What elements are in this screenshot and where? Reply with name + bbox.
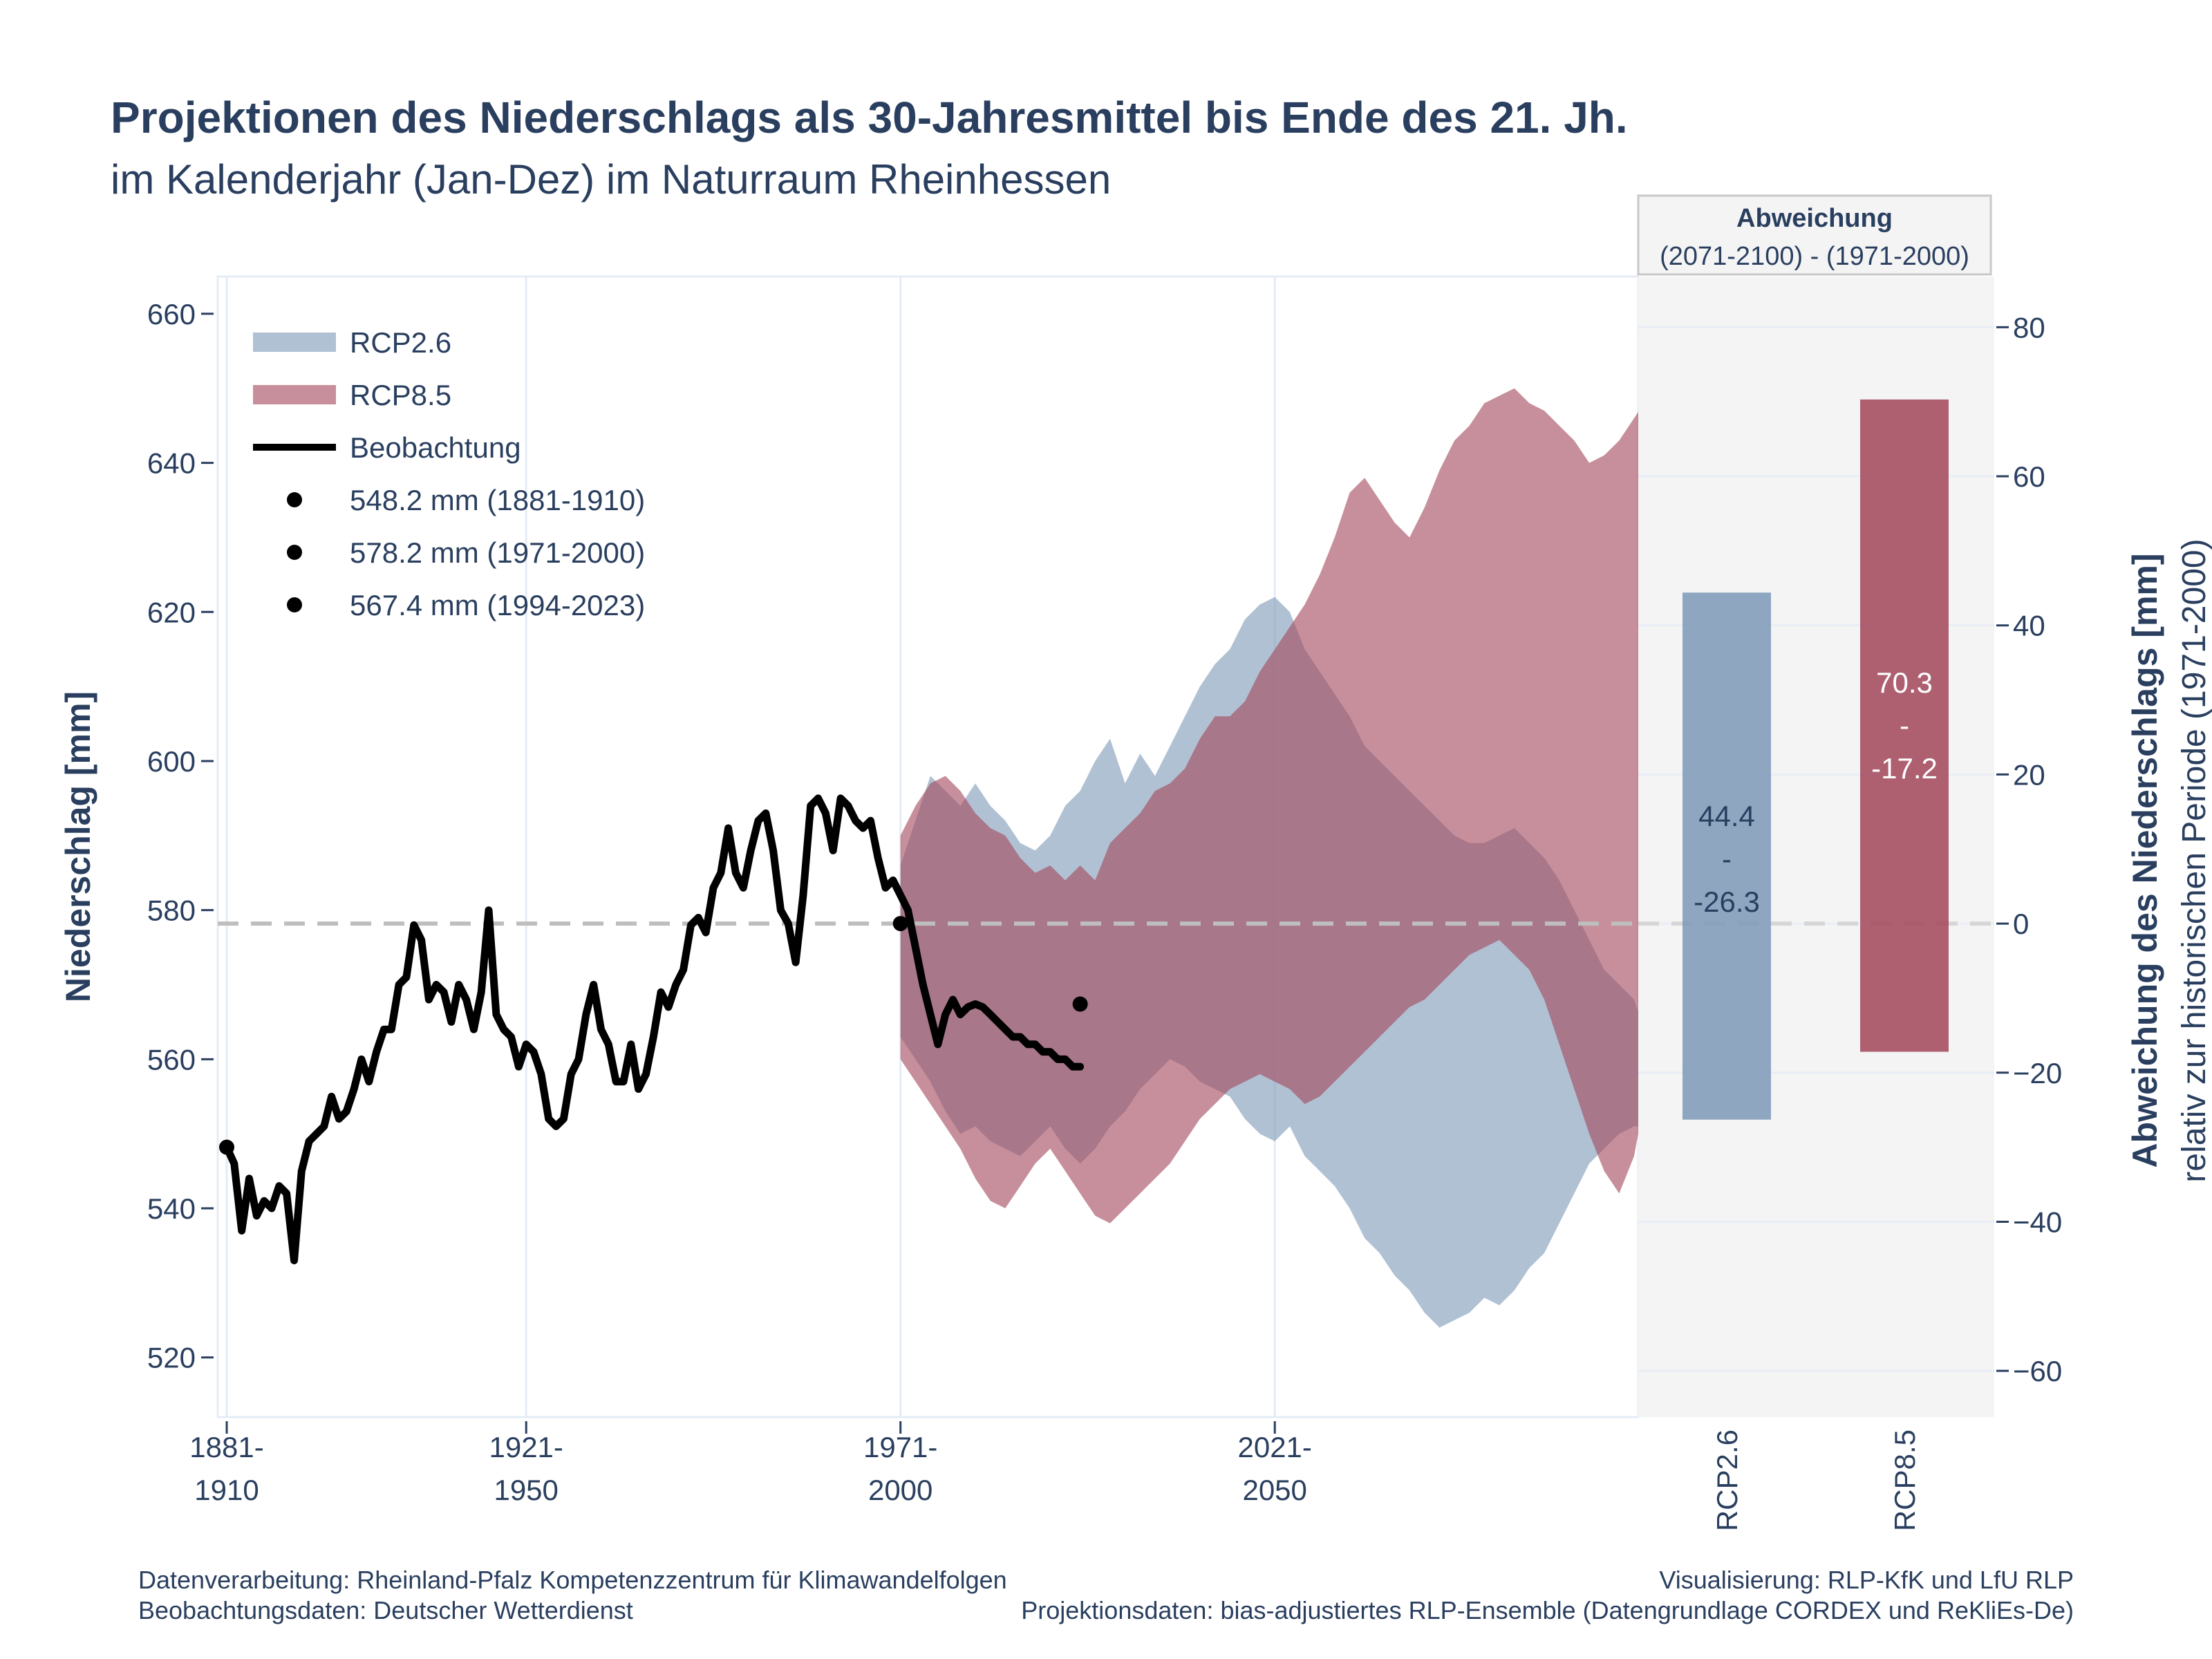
x-tick-label: 1910 (194, 1474, 259, 1506)
y-tick-label-right: −20 (2013, 1057, 2062, 1089)
footer-left-line2: Beobachtungsdaten: Deutscher Wetterdiens… (138, 1596, 633, 1624)
observation-marker (219, 1139, 234, 1155)
y-tick-label: 560 (147, 1043, 196, 1076)
y-tick-label: 540 (147, 1192, 196, 1225)
deviation-bar-rcp85 (1860, 399, 1949, 1052)
observation-marker (892, 916, 908, 932)
bar-category-label: RCP2.6 (1711, 1430, 1743, 1531)
y-axis-title-right: Abweichung des Niederschlags [mm] (2126, 553, 2164, 1168)
deviation-bars: 44.4 - -26.3 70.3 - -17.2 (1683, 399, 1949, 1120)
legend-label: RCP8.5 (350, 379, 451, 411)
legend-label: 567.4 mm (1994-2023) (350, 589, 645, 621)
deviation-panel-subtitle: (2071-2100) - (1971-2000) (1660, 242, 1969, 271)
legend-swatch-rcp85 (253, 385, 336, 404)
y-tick-label-right: 20 (2013, 758, 2045, 791)
y-tick-label-right: −40 (2013, 1206, 2062, 1238)
y-axis-left: 520 540 560 580 600 620 640 660 (147, 298, 214, 1374)
y-tick-label: 640 (147, 447, 196, 480)
y-tick-label-right: 0 (2013, 908, 2029, 940)
band-rcp85 (900, 388, 1649, 1224)
chart-subtitle: im Kalenderjahr (Jan-Dez) im Naturraum R… (111, 156, 1111, 203)
legend-label: 548.2 mm (1881-1910) (350, 484, 645, 516)
y-tick-label-right: 60 (2013, 460, 2045, 493)
x-tick-label: 2000 (868, 1474, 932, 1506)
x-tick-label: 1950 (494, 1474, 558, 1506)
projection-bands (900, 388, 1649, 1328)
legend-marker (287, 492, 302, 507)
legend-marker (287, 545, 302, 560)
observation-marker (1072, 996, 1088, 1012)
legend-marker (287, 597, 302, 612)
legend-label: Beobachtung (350, 431, 521, 464)
y-axis-subtitle-right: relativ zur historischen Periode (1971-2… (2176, 538, 2212, 1182)
x-tick-label: 2050 (1242, 1474, 1306, 1506)
deviation-bar-label: - (1722, 843, 1732, 875)
footer-right-line1: Visualisierung: RLP-KfK und LfU RLP (1659, 1566, 2074, 1594)
observation-line (223, 794, 1085, 1264)
y-tick-label-right: −60 (2013, 1355, 2062, 1387)
deviation-panel-header (1637, 194, 1992, 276)
x-tick-label: 1971- (863, 1431, 937, 1463)
y-tick-label: 520 (147, 1342, 196, 1374)
deviation-bar-label: 70.3 (1876, 666, 1933, 699)
deviation-bar-label: -26.3 (1694, 885, 1760, 918)
footer-right-line2: Projektionsdaten: bias-adjustiertes RLP-… (1021, 1596, 2074, 1624)
x-axis: 1881- 1910 1921- 1950 1971- 2000 2021- 2050 (189, 1421, 1312, 1506)
y-axis-title-left: Niederschlag [mm] (59, 691, 97, 1002)
x-tick-label: 1881- (189, 1431, 263, 1463)
legend: RCP2.6 RCP8.5 Beobachtung 548.2 mm (1881-19… (253, 326, 645, 621)
legend-swatch-rcp26 (253, 332, 336, 352)
bar-category-label: RCP8.5 (1888, 1430, 1921, 1531)
y-tick-label: 620 (147, 596, 196, 628)
footer-left-line1: Datenverarbeitung: Rheinland-Pfalz Kompe… (138, 1566, 1007, 1594)
legend-label: 578.2 mm (1971-2000) (350, 536, 645, 569)
x-tick-label: 1921- (489, 1431, 563, 1463)
deviation-bar-label: - (1900, 709, 1909, 742)
deviation-panel-title: Abweichung (1736, 204, 1893, 233)
y-tick-label: 580 (147, 894, 196, 927)
deviation-bar-label: 44.4 (1698, 800, 1755, 832)
y-tick-label-right: 40 (2013, 610, 2045, 642)
chart-title: Projektionen des Niederschlags als 30-Ja… (111, 93, 1628, 142)
y-tick-label: 600 (147, 745, 196, 778)
deviation-bar-label: -17.2 (1871, 752, 1938, 785)
observation-series (219, 794, 1088, 1264)
y-tick-label: 660 (147, 298, 196, 330)
deviation-panel: Abweichung (2071-2100) - (1971-2000) 44.… (1637, 194, 2062, 1531)
y-axis-right: −60 −40 −20 0 20 40 60 80 (1996, 311, 2062, 1387)
y-tick-label-right: 80 (2013, 311, 2045, 344)
legend-label: RCP2.6 (350, 326, 451, 359)
x-tick-label: 2021- (1237, 1431, 1311, 1463)
bar-category-labels: RCP2.6 RCP8.5 (1711, 1430, 1921, 1531)
deviation-bar-rcp26 (1683, 592, 1771, 1120)
